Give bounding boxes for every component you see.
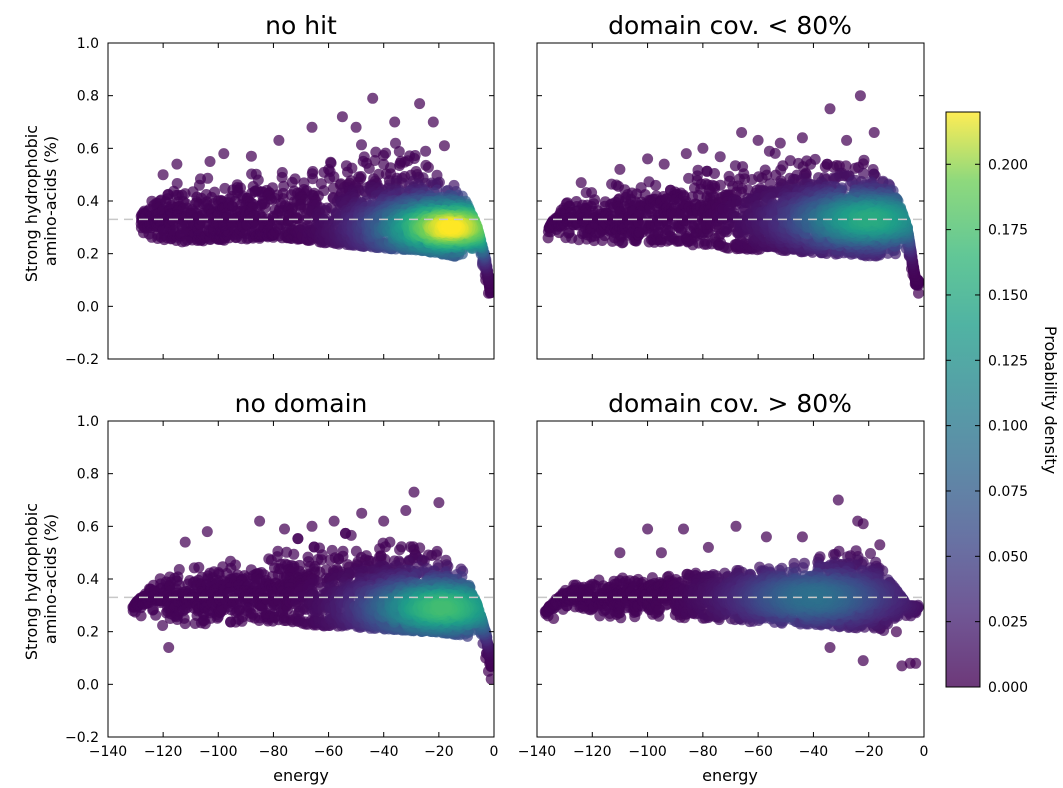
data-point: [378, 150, 389, 161]
data-point: [769, 147, 781, 159]
data-point: [157, 169, 169, 181]
data-point: [427, 116, 439, 128]
data-point: [714, 179, 726, 191]
data-point: [202, 172, 214, 184]
data-point: [306, 121, 318, 133]
data-point: [485, 673, 494, 685]
data-point: [328, 182, 339, 194]
data-point: [307, 173, 319, 185]
data-point: [201, 526, 213, 538]
y-axis-ticks: −0.2 0.0 0.2 0.4 0.6 0.8 1.0: [65, 36, 494, 368]
panel-no-hit: no hit −0.2 0.0 0.2 0.4 0.6 0.8 1.0: [65, 11, 495, 368]
data-point: [279, 523, 290, 535]
scatter-points: [542, 90, 924, 299]
data-point: [328, 515, 340, 527]
data-point: [868, 127, 880, 138]
data-point: [709, 168, 720, 179]
data-point: [324, 172, 336, 184]
y-tick-label: 0.6: [77, 141, 99, 157]
data-point: [273, 134, 285, 146]
data-point: [179, 536, 191, 548]
x-axis-ticks: [536, 43, 925, 359]
data-point: [393, 146, 405, 157]
data-point: [420, 145, 432, 157]
data-point: [422, 161, 434, 173]
panel-no-domain: no domain −0.20.00.20.40.60.81.0 −140 −12…: [65, 389, 498, 760]
data-point: [642, 153, 654, 165]
data-point: [150, 609, 162, 621]
data-point: [390, 137, 401, 149]
data-point: [345, 529, 357, 541]
data-point: [614, 163, 626, 175]
data-point: [400, 505, 412, 516]
data-point: [824, 103, 836, 115]
data-point: [259, 202, 271, 214]
data-point: [819, 161, 831, 173]
data-point: [913, 287, 924, 299]
data-point: [756, 172, 768, 184]
data-point: [714, 151, 726, 163]
data-point: [218, 148, 230, 160]
data-point: [389, 116, 401, 128]
data-point: [796, 132, 808, 144]
data-point: [849, 162, 861, 174]
data-point: [342, 166, 353, 178]
data-point: [692, 189, 704, 201]
y-tick-label: 0.2: [77, 247, 99, 263]
data-point: [438, 140, 450, 152]
data-point: [363, 163, 375, 174]
data-point: [171, 158, 183, 170]
scatter-points: [127, 486, 494, 685]
data-point: [204, 156, 216, 167]
data-point: [631, 188, 643, 200]
data-point: [378, 515, 390, 527]
data-point: [292, 533, 304, 545]
y-tick-label: −0.2: [65, 352, 99, 368]
data-point: [697, 142, 709, 154]
data-point: [394, 160, 406, 171]
y-tick-label: 0.0: [77, 299, 99, 315]
y-axis-ticks: [537, 42, 924, 360]
scatter-points: [135, 92, 494, 299]
panel-title: no domain: [235, 389, 368, 418]
data-point: [752, 134, 764, 146]
data-point: [683, 172, 695, 184]
y-tick-label: 1.0: [77, 36, 99, 52]
data-point: [746, 174, 758, 185]
data-point: [245, 150, 257, 162]
data-point: [286, 176, 298, 188]
data-point: [356, 139, 367, 151]
data-point: [414, 98, 426, 110]
data-point: [408, 486, 420, 498]
data-point: [774, 137, 786, 149]
data-point: [336, 111, 348, 123]
data-point: [446, 222, 458, 234]
panel-domain-cov-below-80: domain cov. < 80%: [536, 11, 925, 360]
data-point: [433, 497, 445, 509]
data-point: [356, 507, 368, 519]
data-point: [736, 127, 748, 138]
data-point: [254, 515, 266, 527]
data-point: [680, 148, 692, 160]
data-point: [276, 171, 288, 183]
data-point: [306, 520, 318, 532]
data-point: [658, 158, 670, 170]
y-tick-label: 0.8: [77, 89, 99, 105]
data-point: [650, 179, 662, 191]
data-point: [193, 561, 205, 573]
panel-title: no hit: [265, 11, 337, 40]
data-point: [157, 620, 169, 631]
data-point: [163, 642, 175, 653]
data-point: [854, 90, 866, 102]
data-point: [367, 92, 379, 104]
data-point: [841, 134, 853, 146]
data-point: [350, 121, 362, 133]
data-point: [288, 548, 300, 560]
panel-title: domain cov. < 80%: [608, 11, 852, 40]
x-axis-ticks: [107, 43, 495, 359]
data-point: [575, 177, 587, 189]
y-tick-label: 0.4: [77, 194, 99, 210]
